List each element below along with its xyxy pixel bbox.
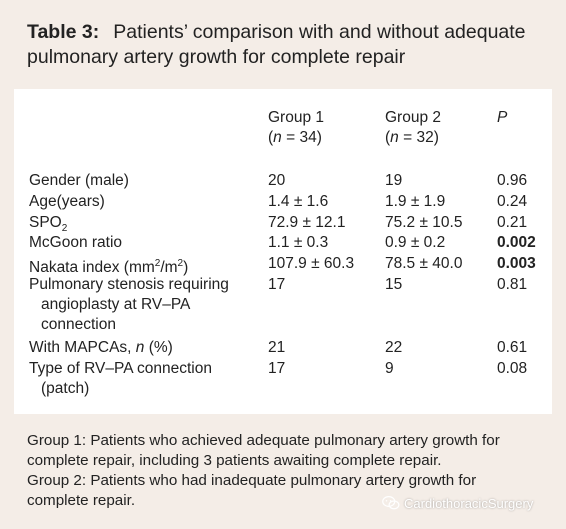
group2-value: 22	[385, 339, 403, 356]
column-header-group2: Group 2 (n = 32)	[385, 108, 441, 148]
group2-value: 1.9 ± 1.9	[385, 193, 446, 210]
caption-title-part1: Patients’ comparison with and without ad…	[113, 21, 526, 43]
p-value: 0.003	[497, 255, 536, 272]
footnote-line: complete repair, including 3 patients aw…	[27, 452, 442, 469]
group2-value: 75.2 ± 10.5	[385, 214, 463, 231]
footnote-line: Group 1: Patients who achieved adequate …	[27, 432, 500, 449]
group2-value: 15	[385, 276, 403, 293]
caption-line-1: Table 3: Patients’ comparison with and wi…	[27, 20, 557, 45]
group1-value: 107.9 ± 60.3	[268, 255, 355, 272]
group2-value: 9	[385, 360, 394, 377]
group2-value: 78.5 ± 40.0	[385, 255, 463, 272]
p-value: 0.08	[497, 360, 528, 377]
row-label: Gender (male)	[29, 172, 129, 189]
p-value: 0.24	[497, 193, 528, 210]
row-label: With MAPCAs, n (%)	[29, 339, 173, 356]
wechat-icon	[382, 496, 400, 510]
row-label: Nakata index (mm2/m2)	[29, 258, 189, 277]
group1-value: 21	[268, 339, 286, 356]
p-label: P	[497, 109, 508, 126]
p-value: 0.002	[497, 234, 536, 251]
table-label: Table 3:	[27, 21, 100, 43]
group2-count: (n = 32)	[385, 129, 439, 146]
row-label: McGoon ratio	[29, 234, 123, 251]
table-panel	[14, 89, 552, 414]
group1-value: 1.1 ± 0.3	[268, 234, 329, 251]
p-value: 0.96	[497, 172, 528, 189]
column-header-group1: Group 1 (n = 34)	[268, 108, 324, 148]
p-value: 0.81	[497, 276, 528, 293]
group1-value: 1.4 ± 1.6	[268, 193, 329, 210]
table-footnote: Group 1: Patients who achieved adequate …	[27, 431, 547, 511]
footnote-line: complete repair.	[27, 492, 136, 509]
group1-value: 72.9 ± 12.1	[268, 214, 346, 231]
p-value: 0.21	[497, 214, 528, 231]
column-header-p: P	[497, 108, 507, 128]
group1-count: (n = 34)	[268, 129, 322, 146]
group1-value: 17	[268, 360, 286, 377]
group1-value: 17	[268, 276, 286, 293]
footnote-line: Group 2: Patients who had inadequate pul…	[27, 472, 477, 489]
watermark: CardiothoracicSurgery	[382, 495, 533, 511]
row-label: Pulmonary stenosis requiring angioplasty…	[29, 276, 229, 333]
group2-name: Group 2	[385, 109, 442, 126]
watermark-text: CardiothoracicSurgery	[404, 495, 534, 511]
row-label: SPO2	[29, 214, 68, 235]
caption-line-2: pulmonary artery growth for complete rep…	[27, 46, 406, 68]
group1-name: Group 1	[268, 109, 325, 126]
table-caption: Table 3: Patients’ comparison with and wi…	[27, 20, 557, 70]
row-label: Age(years)	[29, 193, 105, 210]
p-value: 0.61	[497, 339, 528, 356]
group1-value: 20	[268, 172, 286, 189]
group2-value: 0.9 ± 0.2	[385, 234, 446, 251]
group2-value: 19	[385, 172, 403, 189]
row-label: Type of RV–PA connection (patch)	[29, 360, 212, 397]
